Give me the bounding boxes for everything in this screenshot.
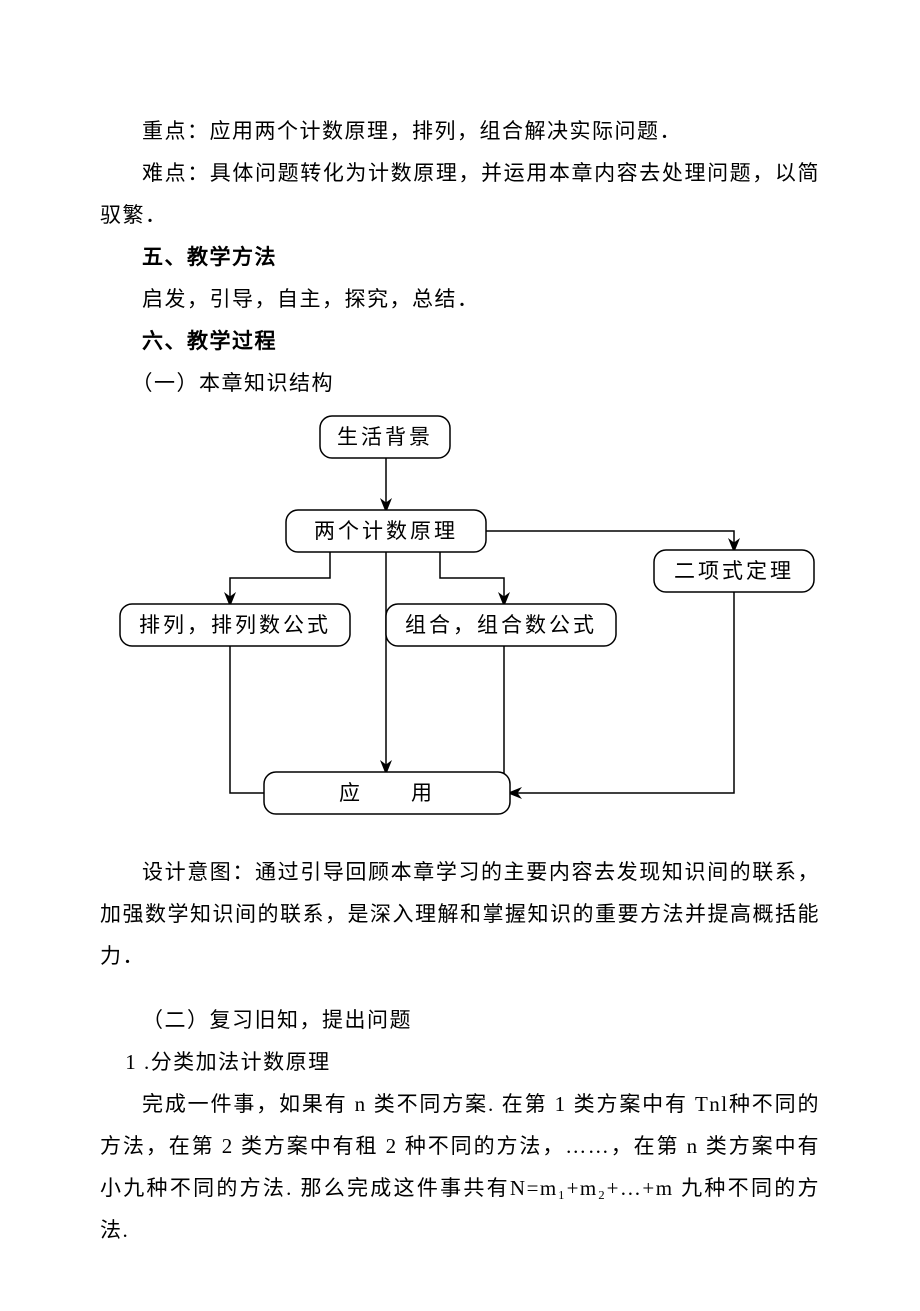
key-points-para: 重点：应用两个计数原理，排列，组合解决实际问题． [100, 110, 820, 152]
difficulties-para: 难点：具体问题转化为计数原理，并运用本章内容去处理问题，以简驭繁． [100, 152, 820, 236]
page: 重点：应用两个计数原理，排列，组合解决实际问题． 难点：具体问题转化为计数原理，… [0, 0, 920, 1311]
flow-label-two: 两个计数原理 [314, 519, 458, 543]
flow-edge [230, 552, 330, 604]
flow-edge [482, 646, 504, 793]
flow-edge [486, 531, 734, 550]
h6-sub2: （二）复习旧知，提出问题 [100, 999, 820, 1041]
flow-label-comb: 组合，组合数公式 [405, 613, 597, 637]
knowledge-structure-diagram: 生活背景两个计数原理排列，排列数公式 组合，组合数公式 二项式定理应 用 [100, 410, 820, 835]
h6-title: 六、教学过程 [100, 320, 820, 362]
h5-body: 启发，引导，自主，探究，总结． [100, 278, 820, 320]
flow-edge [440, 552, 504, 604]
flow-label-life: 生活背景 [337, 425, 433, 449]
para1: 完成一件事，如果有 n 类不同方案. 在第 1 类方案中有 Tnl种不同的方法，… [100, 1083, 820, 1251]
flow-label-perm: 排列，排列数公式 [139, 613, 331, 637]
h6-sub1: （一）本章知识结构 [100, 362, 820, 404]
design-intent-para: 设计意图：通过引导回顾本章学习的主要内容去发现知识间的联系，加强数学知识间的联系… [100, 851, 820, 977]
h5-title: 五、教学方法 [100, 236, 820, 278]
flowchart-svg: 生活背景两个计数原理排列，排列数公式 组合，组合数公式 二项式定理应 用 [100, 410, 820, 830]
flow-edge [230, 646, 288, 793]
spacer [100, 977, 820, 999]
item1-title: 1 .分类加法计数原理 [100, 1041, 820, 1083]
flow-label-apply: 应 用 [339, 781, 435, 805]
flow-label-binom: 二项式定理 [674, 559, 794, 583]
